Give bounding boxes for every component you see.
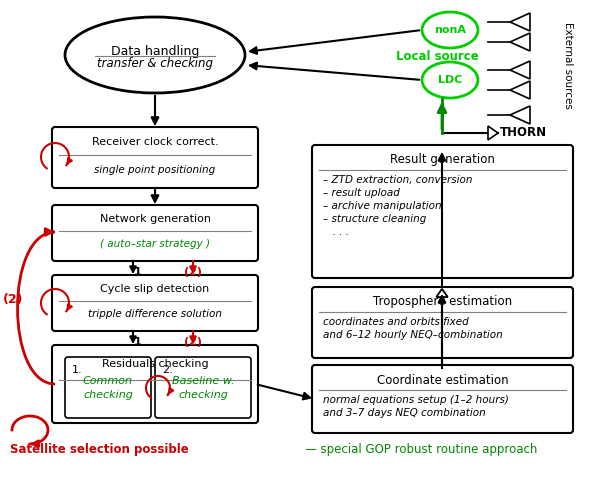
Text: – ZTD extraction, conversion: – ZTD extraction, conversion [323,175,473,185]
Text: coordinates and orbits fixed: coordinates and orbits fixed [323,317,469,327]
Text: LDC: LDC [438,75,462,85]
Text: ( auto–star strategy ): ( auto–star strategy ) [100,239,210,249]
Text: Baseline w.: Baseline w. [172,375,235,385]
Polygon shape [510,61,530,79]
FancyBboxPatch shape [52,275,258,331]
Text: External sources: External sources [563,22,573,108]
Text: Local source: Local source [395,50,478,63]
FancyBboxPatch shape [52,127,258,188]
Text: – result upload: – result upload [323,188,400,198]
Text: Result generation: Result generation [390,154,495,167]
Text: and 6–12 hourly NEQ–combination: and 6–12 hourly NEQ–combination [323,330,503,340]
Text: . . .: . . . [323,227,349,237]
Text: – archive manipulation: – archive manipulation [323,201,442,211]
Polygon shape [488,126,498,140]
Text: 1: 1 [134,267,142,277]
Polygon shape [510,106,530,124]
Polygon shape [510,13,530,31]
Text: Receiver clock correct.: Receiver clock correct. [92,137,218,147]
Text: Satellite selection possible: Satellite selection possible [10,444,189,456]
FancyBboxPatch shape [155,357,251,418]
FancyBboxPatch shape [52,205,258,261]
Ellipse shape [65,17,245,93]
Text: transfer & checking: transfer & checking [97,58,213,71]
Text: THORN: THORN [500,127,547,140]
Text: Network generation: Network generation [100,214,211,224]
Text: single point positioning: single point positioning [94,165,215,175]
Text: 1.: 1. [72,365,83,375]
Text: Troposphere estimation: Troposphere estimation [373,296,512,309]
FancyBboxPatch shape [312,365,573,433]
Text: checking: checking [83,389,133,399]
Text: tripple difference solution: tripple difference solution [88,309,222,319]
Text: (2): (2) [184,267,202,277]
Text: — special GOP robust routine approach: — special GOP robust routine approach [305,444,538,456]
Text: Data handling: Data handling [111,45,199,58]
Text: (2): (2) [3,293,23,307]
Ellipse shape [422,62,478,98]
Text: Common: Common [83,375,133,385]
FancyBboxPatch shape [312,145,573,278]
Text: 1: 1 [134,337,142,347]
Text: and 3–7 days NEQ combination: and 3–7 days NEQ combination [323,408,486,418]
Polygon shape [436,289,448,297]
Polygon shape [436,289,448,297]
Text: Residuals checking: Residuals checking [101,359,208,369]
Text: Coordinate estimation: Coordinate estimation [377,373,508,386]
Text: checking: checking [178,389,228,399]
Text: – structure cleaning: – structure cleaning [323,214,427,224]
Text: nonA: nonA [434,25,466,35]
FancyBboxPatch shape [312,287,573,358]
Text: (2): (2) [184,337,202,347]
FancyBboxPatch shape [65,357,151,418]
Ellipse shape [422,12,478,48]
Polygon shape [510,33,530,51]
Text: Cycle slip detection: Cycle slip detection [100,284,209,294]
Text: 2.: 2. [162,365,173,375]
FancyBboxPatch shape [52,345,258,423]
Text: normal equations setup (1–2 hours): normal equations setup (1–2 hours) [323,395,509,405]
Polygon shape [510,81,530,99]
